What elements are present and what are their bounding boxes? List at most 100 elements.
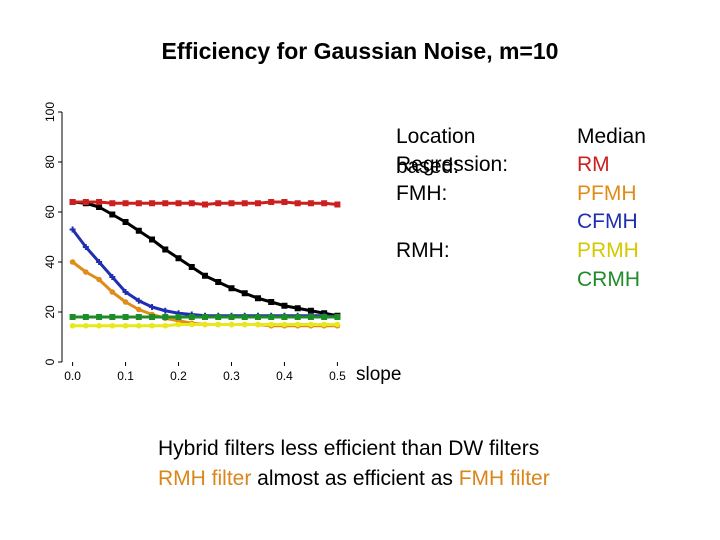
chart-title: Efficiency for Gaussian Noise, m=10 [161, 38, 559, 64]
point-crmh [268, 314, 275, 320]
point-median [215, 279, 222, 285]
point-crmh [307, 314, 314, 320]
point-rm [228, 200, 235, 207]
x-tick-label: 0.3 [223, 369, 240, 383]
point-prmh [228, 321, 235, 328]
point-prmh [334, 321, 341, 328]
point-median [307, 307, 314, 314]
point-crmh [96, 314, 103, 320]
point-median [175, 255, 182, 262]
point-rm [162, 200, 169, 207]
point-median [241, 290, 248, 297]
point-crmh [135, 314, 142, 320]
point-crmh [334, 314, 341, 320]
point-cfmh [122, 289, 129, 295]
note-rmh-filter: RMH filter [158, 467, 252, 490]
y-tick-label: 80 [43, 155, 57, 169]
x-tick-label: 0.4 [276, 369, 293, 383]
point-crmh [228, 314, 235, 320]
x-tick-label: 0.0 [64, 369, 81, 383]
point-median [109, 211, 116, 218]
x-axis-label: slope [356, 364, 401, 385]
point-crmh [109, 314, 116, 320]
point-crmh [162, 314, 169, 320]
point-prmh [294, 321, 301, 328]
point-rm [294, 200, 301, 207]
point-pfmh [109, 289, 116, 295]
legend-median: Median [577, 125, 646, 148]
point-prmh [96, 322, 102, 329]
point-rm [215, 200, 222, 207]
point-prmh [175, 321, 182, 328]
point-crmh [202, 314, 208, 320]
point-prmh [308, 321, 314, 328]
point-prmh [202, 321, 208, 328]
point-cfmh [135, 297, 142, 304]
point-prmh [268, 321, 275, 328]
point-prmh [162, 322, 169, 329]
note-fmh-filter: FMH filter [458, 467, 550, 490]
point-rm [96, 199, 103, 205]
y-tick-label: 20 [43, 305, 57, 319]
point-rm [334, 201, 341, 208]
point-median [268, 299, 275, 305]
point-rm [202, 201, 208, 208]
point-rm [188, 200, 195, 207]
point-pfmh [122, 299, 129, 305]
point-crmh [69, 314, 76, 320]
point-cfmh [109, 274, 116, 280]
point-prmh [149, 322, 155, 329]
point-rm [109, 200, 116, 207]
point-crmh [215, 314, 222, 320]
point-prmh [69, 322, 76, 329]
point-median [254, 295, 261, 302]
point-prmh [109, 322, 116, 329]
point-median [162, 246, 169, 253]
chart-plot-area [69, 199, 341, 329]
point-pfmh [135, 306, 142, 313]
point-cfmh [162, 307, 169, 314]
y-tick-label: 40 [43, 255, 57, 269]
y-tick-label: 60 [43, 205, 57, 219]
point-rm [241, 200, 248, 207]
point-rm [281, 199, 288, 205]
legend-regression-label: Regression: [396, 153, 509, 176]
point-median [294, 305, 301, 312]
point-crmh [254, 314, 261, 320]
point-median [188, 264, 195, 270]
x-tick-label: 0.5 [329, 369, 346, 383]
point-crmh [122, 314, 129, 320]
point-cfmh [82, 244, 89, 250]
point-prmh [281, 321, 288, 328]
point-prmh [83, 322, 89, 329]
point-pfmh [69, 259, 76, 265]
point-median [96, 204, 103, 210]
point-median [281, 302, 288, 309]
point-prmh [122, 322, 129, 329]
point-prmh [241, 321, 248, 328]
legend-pfmh: PFMH [577, 182, 637, 205]
y-tick-label: 100 [43, 102, 57, 122]
point-cfmh [69, 226, 76, 233]
point-cfmh [96, 259, 103, 265]
point-rm [254, 200, 261, 207]
legend-rmh-label: RMH: [396, 239, 450, 262]
point-rm [135, 200, 142, 207]
point-rm [268, 199, 275, 205]
point-median [149, 236, 156, 243]
legend-rm: RM [577, 153, 610, 176]
point-crmh [175, 314, 182, 320]
point-cfmh [149, 304, 156, 310]
point-pfmh [83, 269, 89, 275]
point-crmh [188, 314, 195, 320]
point-rm [69, 199, 76, 205]
point-prmh [188, 321, 195, 328]
point-prmh [321, 321, 327, 328]
legend-location-label: Location based: [396, 125, 476, 178]
note-line-1: Hybrid filters less efficient than DW fi… [158, 437, 540, 460]
point-crmh [241, 314, 248, 320]
point-prmh [135, 322, 142, 329]
point-rm [149, 200, 156, 207]
chart-axes: 0 20 40 60 80 100 0.0 0.1 0.2 0.3 0.4 0.5 [43, 102, 346, 383]
